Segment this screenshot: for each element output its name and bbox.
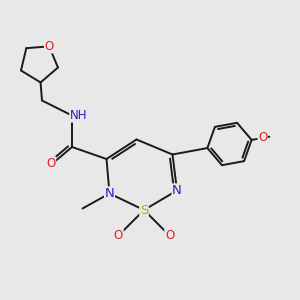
Text: N: N [172, 184, 182, 197]
Text: N: N [105, 187, 114, 200]
Text: O: O [165, 229, 174, 242]
Text: O: O [258, 131, 267, 144]
Text: NH: NH [70, 109, 87, 122]
Text: O: O [46, 157, 56, 170]
Text: O: O [114, 229, 123, 242]
Text: O: O [44, 40, 54, 53]
Text: S: S [140, 203, 148, 217]
